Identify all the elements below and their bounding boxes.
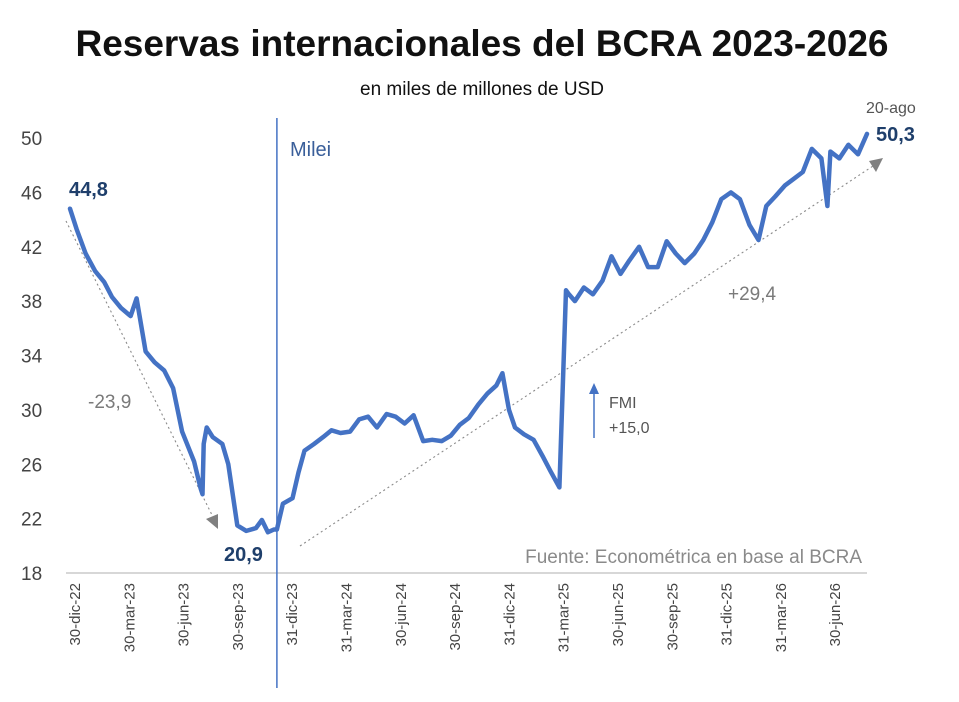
x-tick-label: 31-dic-24 xyxy=(501,583,518,646)
y-tick-label: 22 xyxy=(21,510,42,531)
x-tick-label: 31-dic-25 xyxy=(719,583,736,646)
x-tick-label: 30-sep-24 xyxy=(447,583,464,651)
decline-label: -23,9 xyxy=(88,392,131,413)
y-tick-label: 30 xyxy=(21,401,42,422)
x-tick-label: 30-mar-23 xyxy=(121,583,138,652)
x-tick-label: 30-jun-24 xyxy=(393,583,410,646)
y-tick-label: 34 xyxy=(21,347,43,368)
y-tick-label: 26 xyxy=(21,455,42,476)
recovery-trend-line xyxy=(299,165,874,547)
y-tick-label: 46 xyxy=(21,183,42,204)
y-tick-label: 38 xyxy=(21,292,42,313)
y-axis: 50 46 42 38 34 30 26 22 18 xyxy=(21,129,43,585)
chart-title: Reservas internacionales del BCRA 2023-2… xyxy=(75,23,888,64)
source-note: Fuente: Econométrica en base al BCRA xyxy=(525,547,862,568)
x-tick-label: 31-mar-24 xyxy=(339,583,356,652)
x-tick-label: 30-jun-23 xyxy=(176,583,193,646)
y-tick-label: 42 xyxy=(21,238,42,259)
x-tick-label: 30-jun-26 xyxy=(827,583,844,646)
x-tick-label: 30-sep-25 xyxy=(664,583,681,651)
x-tick-label: 31-mar-26 xyxy=(773,583,790,652)
chart-subtitle: en miles de millones de USD xyxy=(360,79,604,100)
trend-annotations xyxy=(65,158,883,547)
reserves-series-line xyxy=(67,131,870,535)
x-axis: 30-dic-22 30-mar-23 30-jun-23 30-sep-23 31-d… xyxy=(67,583,844,652)
milei-label: Milei xyxy=(290,139,331,161)
recovery-arrowhead xyxy=(869,158,883,172)
x-tick-label: 30-dic-22 xyxy=(67,583,84,646)
fmi-amount-label: +15,0 xyxy=(609,420,650,437)
end-value-label: 50,3 xyxy=(876,124,915,146)
min-value-label: 20,9 xyxy=(224,544,263,566)
x-tick-label: 30-jun-25 xyxy=(610,583,627,646)
decline-arrowhead xyxy=(206,514,218,529)
start-value-label: 44,8 xyxy=(69,179,108,201)
y-tick-label: 18 xyxy=(21,564,42,585)
end-date-label: 20-ago xyxy=(866,100,916,117)
fmi-label: FMI xyxy=(609,395,637,412)
y-tick-label: 50 xyxy=(21,129,42,150)
x-tick-label: 31-dic-23 xyxy=(284,583,301,646)
x-tick-label: 30-sep-23 xyxy=(230,583,247,651)
decline-trend-line xyxy=(65,220,216,522)
x-tick-label: 31-mar-25 xyxy=(556,583,573,652)
fmi-arrowhead xyxy=(589,383,599,394)
recovery-label: +29,4 xyxy=(728,284,777,305)
